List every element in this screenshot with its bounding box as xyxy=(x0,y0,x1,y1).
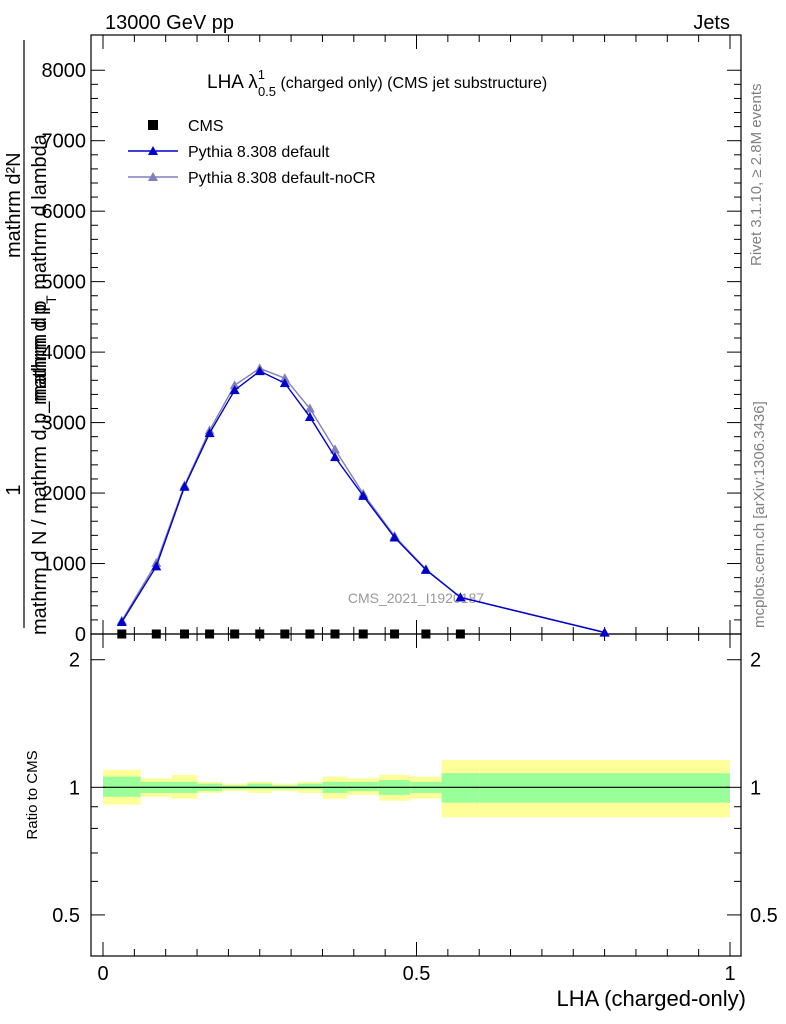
series-point-1 xyxy=(304,411,315,421)
cms-data-point xyxy=(421,629,431,639)
y-tick-label: 3000 xyxy=(42,413,87,435)
ratio-tick-label-right: 2 xyxy=(750,650,761,672)
ratio-tick-label-right: 0.5 xyxy=(750,905,778,927)
ratio-tick-label-left: 2 xyxy=(69,650,80,672)
y-tick-label: 1000 xyxy=(42,554,87,576)
ratio-bands xyxy=(103,760,730,818)
series-point-1 xyxy=(254,366,265,376)
y-tick-label: 0 xyxy=(75,624,86,646)
cms-data-point xyxy=(255,629,265,639)
x-tick-label: 1 xyxy=(724,963,735,985)
cms-data-point xyxy=(180,629,190,639)
x-tick-label: 0.5 xyxy=(403,963,431,985)
series-point-1 xyxy=(358,490,369,500)
legend: CMS Pythia 8.308 default Pythia 8.308 defa… xyxy=(128,118,376,187)
y-tick-label: 4000 xyxy=(42,342,87,364)
legend-marker-triangle xyxy=(148,146,158,155)
series-point-1 xyxy=(204,428,215,438)
header-right-label: Jets xyxy=(693,12,730,34)
ratio-y-axis-label: Ratio to CMS xyxy=(24,750,41,839)
ratio-inner-band xyxy=(103,776,141,797)
ratio-inner-band xyxy=(247,783,273,790)
series-point-1 xyxy=(229,385,240,395)
series-point-1 xyxy=(279,378,290,388)
legend-label: CMS xyxy=(188,118,224,135)
header-left-label: 13000 GeV pp xyxy=(105,12,234,34)
y-tick-label: 2000 xyxy=(42,483,87,505)
series-line-1 xyxy=(121,370,605,634)
cms-data-point xyxy=(390,629,400,639)
series-point-1 xyxy=(455,592,466,602)
series-point-1 xyxy=(329,452,340,462)
cms-data-point xyxy=(280,629,290,639)
x-ticks: 0 0.5 1 xyxy=(97,35,736,985)
cms-data-point xyxy=(358,629,368,639)
series-point-1 xyxy=(599,627,610,637)
legend-marker-triangle xyxy=(148,172,158,181)
data-series xyxy=(116,363,610,639)
series-point-2 xyxy=(329,444,340,454)
y-tick-label: 5000 xyxy=(42,272,87,294)
analysis-watermark: CMS_2021_I1920187 xyxy=(348,590,484,606)
y-tick-label: 7000 xyxy=(42,131,87,153)
ratio-y-ticks: 0.5 0.5 1 1 2 2 xyxy=(52,650,778,927)
ylabel-denominator: mathrm d N / mathrm d p_mathrm d p xyxy=(29,300,51,635)
series-point-2 xyxy=(229,380,240,390)
series-point-1 xyxy=(116,617,127,627)
ratio-tick-label-left: 0.5 xyxy=(52,905,80,927)
series-point-1 xyxy=(179,481,190,491)
series-point-2 xyxy=(279,373,290,383)
mcplots-label: mcplots.cern.ch [arXiv:1306.3436] xyxy=(751,401,768,628)
plot-title: LHA λ1 0.5 (charged only) (CMS jet substr… xyxy=(207,67,547,99)
cms-data-point xyxy=(205,629,215,639)
y-tick-label: 6000 xyxy=(42,201,87,223)
cms-data-point xyxy=(117,629,127,639)
main-y-ticks: 0 1000 2000 3000 4000 5000 6000 7000 8000 xyxy=(42,60,741,646)
x-axis-label: LHA (charged-only) xyxy=(556,986,746,1011)
ratio-inner-band xyxy=(347,781,379,792)
legend-marker-square xyxy=(148,120,158,130)
ylabel-numerator-top: mathrm d²N xyxy=(3,152,25,258)
rivet-version-label: Rivet 3.1.10, ≥ 2.8M events xyxy=(748,84,765,267)
ratio-tick-label-right: 1 xyxy=(750,777,761,799)
series-point-1 xyxy=(151,561,162,571)
ylabel-one: 1 xyxy=(3,484,25,495)
main-y-axis-label: 1 mathrm d N / mathrm d p_mathrm d p mat… xyxy=(3,40,59,635)
legend-label: Pythia 8.308 default-noCR xyxy=(188,170,376,187)
x-tick-label: 0 xyxy=(97,963,108,985)
cms-data-point xyxy=(305,629,315,639)
ratio-tick-label-left: 1 xyxy=(69,777,80,799)
ratio-inner-band xyxy=(297,783,323,790)
legend-label: Pythia 8.308 default xyxy=(188,144,330,161)
y-tick-label: 8000 xyxy=(42,60,87,82)
cms-data-point xyxy=(330,629,340,639)
series-point-1 xyxy=(420,564,431,574)
cms-data-point xyxy=(230,629,240,639)
series-point-1 xyxy=(389,532,400,542)
series-point-2 xyxy=(304,403,315,413)
cms-data-point xyxy=(455,629,465,639)
ylabel-numerator: mathrm d pT mathrm d lambda xyxy=(29,133,59,405)
cms-data-point xyxy=(151,629,161,639)
